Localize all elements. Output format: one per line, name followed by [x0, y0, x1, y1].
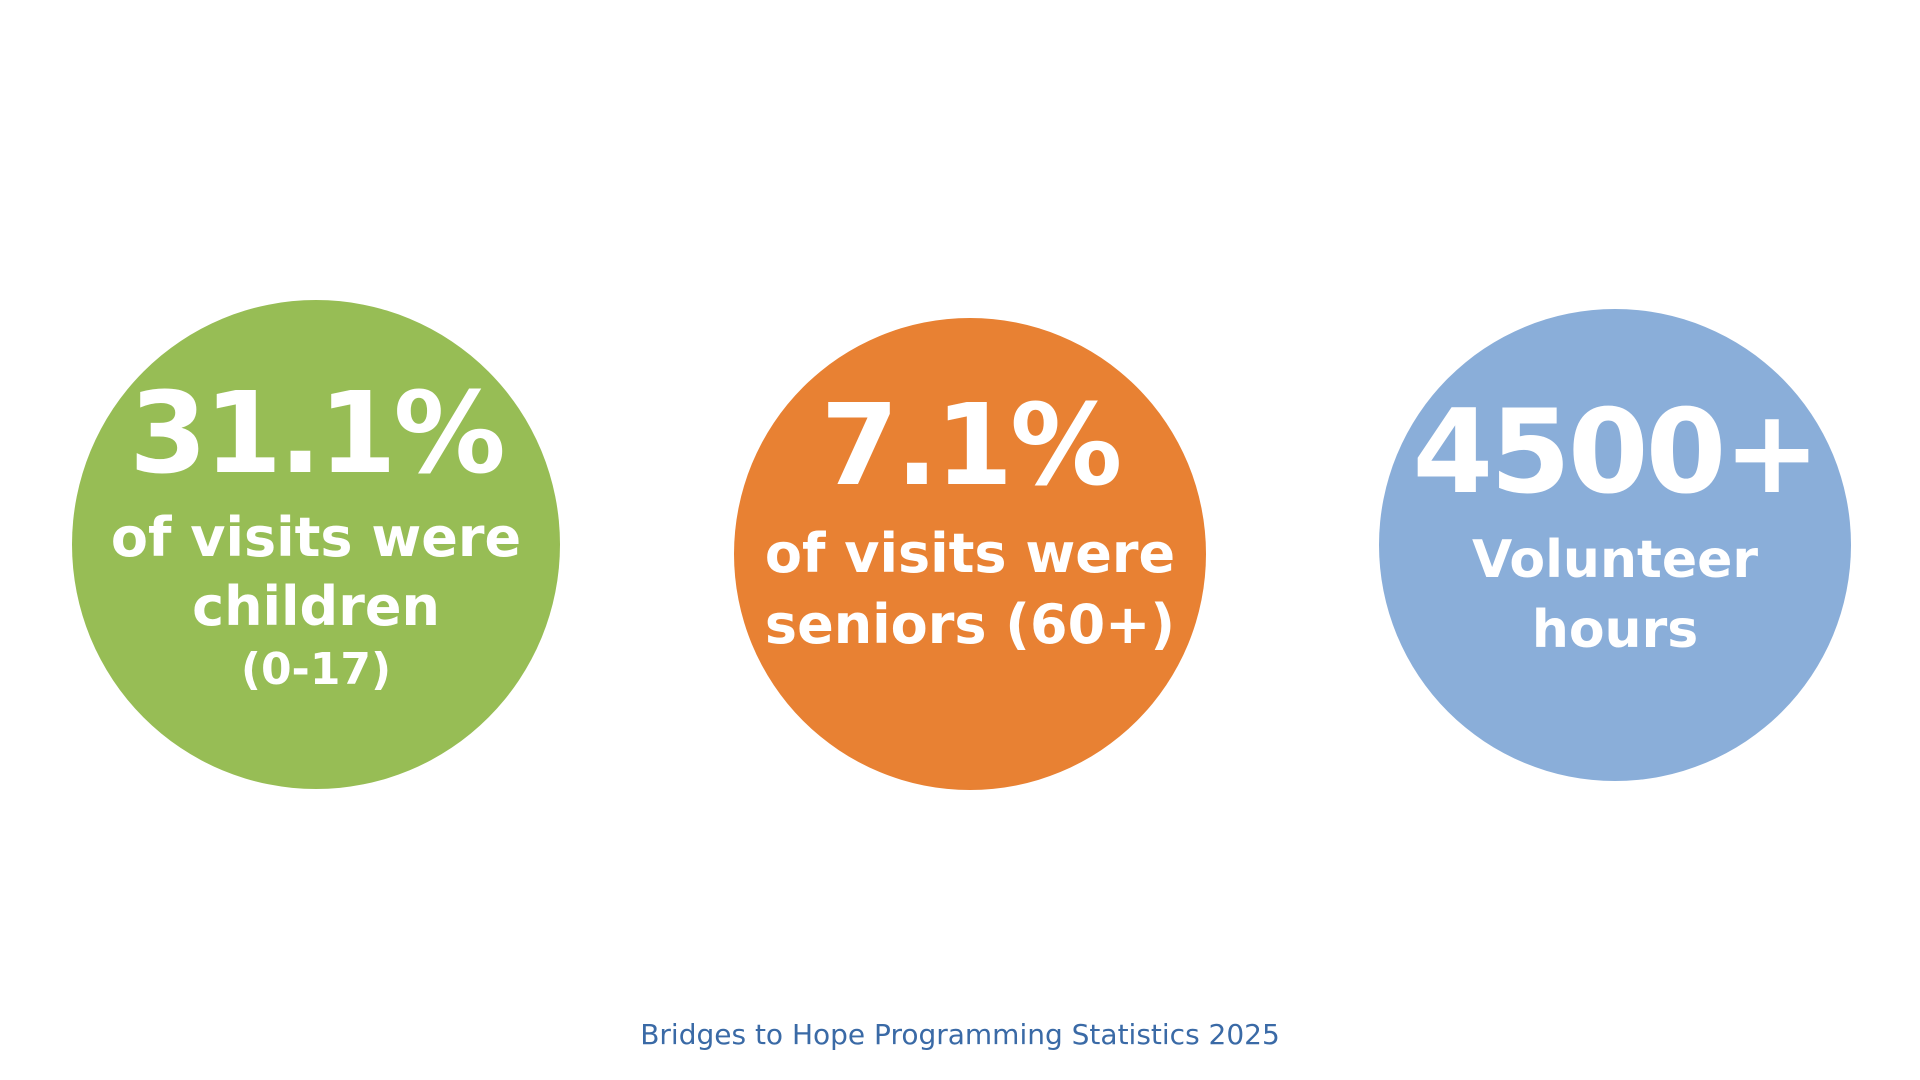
stat-label-line-3: (0-17)	[240, 643, 392, 695]
stat-circle-children: 31.1% of visits were children (0-17)	[72, 300, 560, 789]
stat-circle-volunteer-hours: 4500+ Volunteer hours	[1379, 309, 1851, 781]
stat-label-line-2: seniors (60+)	[764, 592, 1176, 656]
stat-value-volunteer-hours: 4500+	[1412, 385, 1820, 520]
stat-label-line-1: Volunteer	[1471, 530, 1759, 590]
stat-label-line-2: hours	[1531, 600, 1699, 661]
stat-label-line-2: children	[192, 574, 440, 638]
stat-label-line-1: of visits were	[764, 522, 1176, 585]
footer-caption: Bridges to Hope Programming Statistics 2…	[640, 1018, 1280, 1051]
stat-value-seniors: 7.1%	[820, 381, 1123, 511]
stat-value-children: 31.1%	[129, 369, 506, 499]
stat-label-line-1: of visits were	[110, 506, 522, 569]
stat-circle-seniors: 7.1% of visits were seniors (60+)	[734, 318, 1206, 790]
